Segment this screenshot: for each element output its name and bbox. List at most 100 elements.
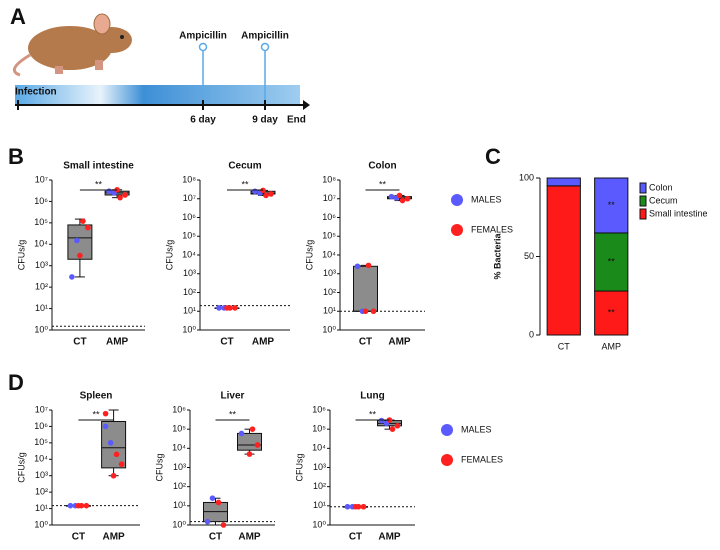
mouse-icon <box>12 13 132 77</box>
x-tick-label: CT <box>359 337 372 348</box>
point <box>268 191 274 197</box>
panel-label: B <box>8 144 24 169</box>
y-tick-label: 10¹ <box>35 503 48 513</box>
y-tick-label: 10¹ <box>35 303 48 313</box>
legend-marker <box>441 454 453 466</box>
x-tick-label: CT <box>72 532 85 543</box>
y-tick-label: 10⁷ <box>35 174 48 184</box>
y-tick-label: 10⁰ <box>34 519 48 529</box>
point <box>246 451 253 457</box>
point <box>102 410 109 417</box>
y-tick-label: 10⁴ <box>182 249 196 259</box>
y-tick-label: 10⁵ <box>322 231 336 241</box>
point <box>83 502 90 509</box>
y-tick-label: 0 <box>529 329 534 339</box>
x-tick-label: CT <box>209 532 222 543</box>
point <box>370 308 377 315</box>
box <box>353 265 378 312</box>
y-axis-label: CFUsg <box>154 453 164 481</box>
legend-marker <box>451 194 463 206</box>
timeline-arrow <box>303 100 310 110</box>
y-tick-label: 10⁶ <box>34 421 48 431</box>
chart-title: Small intestine <box>63 161 134 172</box>
legend-swatch <box>639 195 647 207</box>
significance: ** <box>379 179 387 189</box>
chart-title: Spleen <box>80 391 113 402</box>
point <box>396 192 403 199</box>
bar-segment <box>594 290 629 336</box>
y-tick-label: 10⁸ <box>322 174 336 184</box>
significance: ** <box>608 256 616 266</box>
point <box>220 522 227 528</box>
y-tick-label: 100 <box>519 172 534 182</box>
point <box>117 194 123 201</box>
x-tick-label: CT <box>558 341 570 351</box>
point <box>360 503 367 510</box>
x-tick-label: AMP <box>238 532 261 543</box>
point <box>69 274 75 280</box>
y-tick-label: 10⁰ <box>312 519 326 529</box>
point <box>113 451 120 458</box>
significance: ** <box>608 200 616 210</box>
y-axis-label: CFUs/g <box>16 240 26 271</box>
x-tick-label: AMP <box>102 532 125 543</box>
y-tick-label: 10¹ <box>313 500 326 510</box>
bar-segment <box>546 185 581 336</box>
y-tick-label: 10⁵ <box>182 231 196 241</box>
y-axis-label: CFUs/g <box>304 240 314 271</box>
legend-label: FEMALES <box>471 224 513 234</box>
point <box>238 430 245 437</box>
legend-swatch <box>639 208 647 220</box>
point <box>354 263 361 270</box>
y-tick-label: 10⁰ <box>322 324 336 334</box>
y-tick-label: 10⁵ <box>312 424 326 434</box>
y-tick-label: 10⁰ <box>182 324 196 334</box>
point <box>77 252 83 259</box>
panel-label: C <box>485 144 501 169</box>
chart-title: Lung <box>360 391 384 402</box>
y-tick-label: 10⁴ <box>34 239 48 249</box>
y-tick-label: 10² <box>313 481 326 491</box>
y-tick-label: 10³ <box>35 260 48 270</box>
legend-label: MALES <box>471 194 502 204</box>
y-tick-label: 10⁷ <box>35 404 48 414</box>
point <box>362 308 369 315</box>
y-axis-label: % Bacteria <box>492 232 502 279</box>
y-tick-label: 10⁶ <box>172 404 186 414</box>
legend-label: Small intestine <box>649 208 708 218</box>
point <box>80 218 86 224</box>
legend-label: MALES <box>461 424 492 434</box>
y-tick-label: 10⁶ <box>322 212 336 222</box>
y-tick-label: 10³ <box>173 462 186 472</box>
point <box>394 422 401 429</box>
point <box>122 192 128 198</box>
y-tick-label: 10⁴ <box>34 454 48 464</box>
point <box>75 502 82 509</box>
point <box>399 197 406 204</box>
x-tick-label: AMP <box>252 337 275 348</box>
significance: ** <box>92 409 100 419</box>
y-tick-label: 10³ <box>323 268 336 278</box>
point <box>388 193 395 200</box>
point <box>263 192 269 199</box>
y-tick-label: 10² <box>323 287 336 297</box>
y-tick-label: 10⁰ <box>34 324 48 334</box>
y-tick-label: 10² <box>35 487 48 497</box>
point <box>215 499 222 506</box>
y-tick-label: 10⁴ <box>172 443 186 453</box>
y-axis-label: CFUs/g <box>164 240 174 271</box>
y-tick-label: 10¹ <box>183 306 196 316</box>
y-tick-label: 10¹ <box>173 500 186 510</box>
significance: ** <box>369 409 377 419</box>
chart-title: Cecum <box>228 161 261 172</box>
point <box>204 518 211 525</box>
point <box>102 423 109 430</box>
y-tick-label: 10² <box>183 287 196 297</box>
legend-label: FEMALES <box>461 454 503 464</box>
event-marker <box>260 42 270 52</box>
point <box>404 195 411 202</box>
legend-marker <box>441 424 453 436</box>
y-axis-label: CFUs/g <box>16 452 26 483</box>
y-tick-label: 10² <box>35 282 48 292</box>
